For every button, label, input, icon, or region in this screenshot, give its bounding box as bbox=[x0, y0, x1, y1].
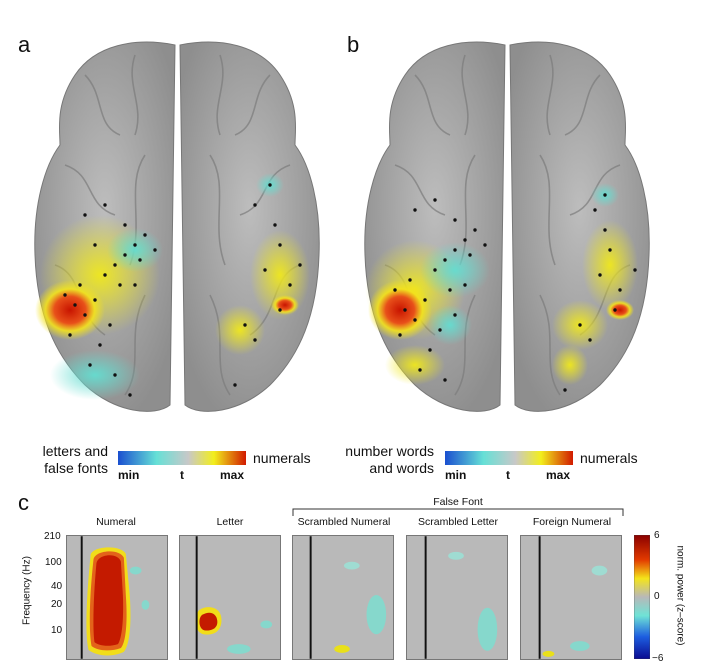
panel-a-tick-max: max bbox=[220, 468, 245, 482]
panel-b-left-label: number words and words bbox=[344, 443, 434, 477]
condition-title-numeral: Numeral bbox=[96, 516, 136, 528]
panel-b-right-label: numerals bbox=[580, 450, 638, 466]
y-tick-210: 210 bbox=[44, 531, 61, 542]
brain-a-image bbox=[34, 41, 320, 412]
y-tick-40: 40 bbox=[51, 581, 63, 592]
colorbar-tick-6: 6 bbox=[654, 530, 660, 541]
panel-b-colorbar bbox=[445, 451, 573, 465]
tf-plot-scrambled-letter bbox=[406, 535, 508, 660]
panel-a-tick-min: min bbox=[118, 468, 140, 482]
condition-title-foreign-numeral: Foreign Numeral bbox=[532, 516, 612, 528]
condition-title-scrambled-letter: Scrambled Letter bbox=[418, 516, 498, 528]
condition-title-letter: Letter bbox=[216, 516, 244, 528]
y-tick-20: 20 bbox=[51, 599, 63, 610]
panel-b-left-label-line2: and words bbox=[369, 460, 434, 476]
y-tick-100: 100 bbox=[45, 557, 62, 568]
colorbar-label: norm. power (z–score) bbox=[674, 545, 686, 646]
panel-a-colorbar bbox=[118, 451, 246, 465]
panel-b-tick-t: t bbox=[506, 468, 510, 482]
tf-plot-letter bbox=[179, 535, 281, 660]
panel-a-right-label: numerals bbox=[253, 450, 311, 466]
brain-b-image bbox=[364, 41, 650, 412]
panel-a-left-label: letters and false fonts bbox=[40, 443, 108, 477]
y-axis-label: Frequency (Hz) bbox=[21, 556, 33, 625]
colorbar-tick-neg6: −6 bbox=[652, 653, 664, 664]
false-font-bracket bbox=[292, 508, 624, 516]
colorbar-tick-0: 0 bbox=[654, 591, 660, 602]
false-font-group-label: False Font bbox=[433, 496, 483, 508]
panel-b-left-label-line1: number words bbox=[345, 443, 434, 459]
condition-title-scrambled-numeral: Scrambled Numeral bbox=[297, 516, 391, 528]
panel-b-tick-min: min bbox=[445, 468, 467, 482]
tf-plot-foreign-numeral bbox=[520, 535, 622, 660]
panel-a-letter: a bbox=[18, 32, 31, 57]
tf-plot-numeral bbox=[66, 535, 168, 660]
power-colorbar bbox=[634, 535, 650, 659]
panel-a-left-label-line1: letters and bbox=[42, 443, 108, 459]
panel-a-left-label-line2: false fonts bbox=[44, 460, 108, 476]
panel-b-letter: b bbox=[347, 32, 360, 57]
panel-a-tick-t: t bbox=[180, 468, 184, 482]
tf-plot-scrambled-numeral bbox=[292, 535, 394, 660]
panel-c-letter: c bbox=[18, 490, 29, 515]
panel-b-tick-max: max bbox=[546, 468, 571, 482]
y-tick-10: 10 bbox=[51, 625, 63, 636]
